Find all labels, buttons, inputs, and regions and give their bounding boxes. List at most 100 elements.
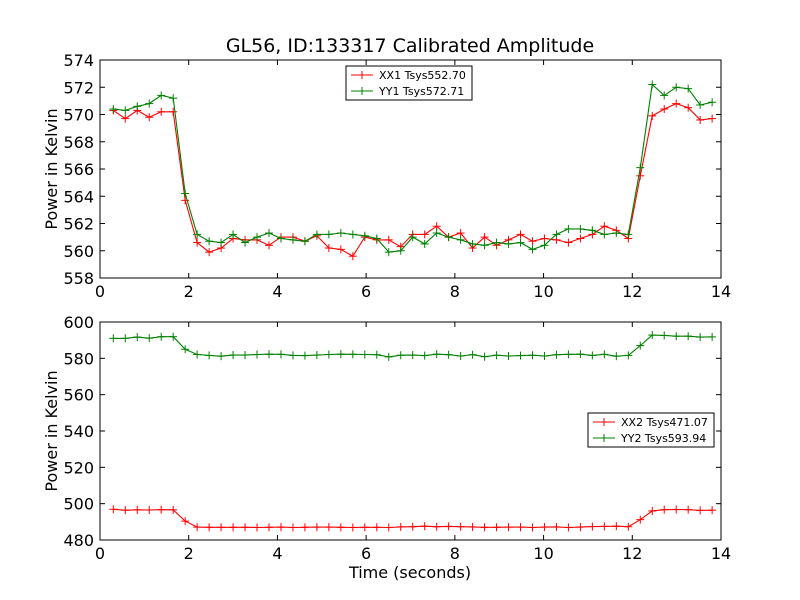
top-chart: GL56, ID:133317 Calibrated Amplitude Pow… — [42, 35, 731, 301]
x-tick-label: 14 — [711, 544, 731, 563]
data-point-marker — [456, 522, 465, 531]
bottom-series-lines — [109, 331, 717, 532]
data-point-marker — [265, 241, 274, 250]
y-tick-label: 562 — [63, 215, 94, 234]
data-point-marker — [408, 522, 417, 531]
data-point-marker — [432, 222, 441, 231]
y-tick-label: 480 — [63, 531, 94, 550]
data-point-marker — [420, 522, 429, 531]
data-point-marker — [552, 350, 561, 359]
data-point-marker — [492, 351, 501, 360]
data-point-marker — [408, 351, 417, 360]
data-point-marker — [420, 239, 429, 248]
y-tick-label: 540 — [63, 422, 94, 441]
legend-label: YY1 Tsys572.71 — [378, 85, 464, 98]
data-point-marker — [384, 248, 393, 257]
data-point-marker — [121, 106, 130, 115]
data-point-marker — [588, 226, 597, 235]
data-point-marker — [157, 332, 166, 341]
data-point-marker — [636, 171, 645, 180]
x-tick-label: 4 — [272, 282, 282, 301]
data-point-marker — [684, 84, 693, 93]
legend-box — [345, 65, 473, 101]
x-tick-label: 0 — [95, 544, 105, 563]
data-point-marker — [672, 332, 681, 341]
data-point-marker — [564, 523, 573, 532]
legend-item: YY2 Tsys593.94 — [593, 432, 706, 445]
data-point-marker — [336, 350, 345, 359]
data-point-marker — [660, 331, 669, 340]
data-point-marker — [696, 506, 705, 515]
data-point-marker — [528, 237, 537, 246]
data-point-marker — [444, 522, 453, 531]
data-point-marker — [384, 352, 393, 361]
data-point-marker — [456, 351, 465, 360]
data-point-marker — [516, 351, 525, 360]
data-point-marker — [660, 91, 669, 100]
data-point-marker — [384, 523, 393, 532]
y-tick-label: 574 — [63, 51, 94, 70]
legend-box — [587, 412, 715, 448]
data-point-marker — [157, 91, 166, 100]
data-point-marker — [708, 506, 717, 515]
data-point-marker — [684, 505, 693, 514]
data-point-marker — [169, 94, 178, 103]
data-point-marker — [169, 332, 178, 341]
top-axis-ticks: 0 2 4 6 8 10 12 14 558 560 562 564 566 568 570 572 574 — [63, 51, 731, 301]
data-point-marker — [181, 189, 190, 198]
data-point-marker — [468, 239, 477, 248]
data-point-marker — [193, 523, 202, 532]
data-point-marker — [540, 234, 549, 243]
data-point-marker — [205, 248, 214, 257]
data-point-marker — [288, 235, 297, 244]
data-point-marker — [324, 350, 333, 359]
data-point-marker — [336, 245, 345, 254]
data-point-marker — [648, 80, 657, 89]
x-tick-label: 4 — [272, 544, 282, 563]
data-point-marker — [145, 113, 154, 122]
data-point-marker — [552, 522, 561, 531]
y-tick-label: 558 — [63, 269, 94, 288]
top-legend: XX1 Tsys552.70 YY1 Tsys572.71 — [345, 65, 473, 101]
data-point-marker — [193, 238, 202, 247]
data-point-marker — [217, 523, 226, 532]
data-point-marker — [265, 229, 274, 238]
data-point-marker — [384, 235, 393, 244]
top-series-lines — [109, 80, 717, 261]
data-point-marker — [672, 505, 681, 514]
x-tick-label: 0 — [95, 282, 105, 301]
x-tick-label: 10 — [533, 544, 553, 563]
y-tick-label: 580 — [63, 349, 94, 368]
data-point-marker — [624, 522, 633, 531]
data-point-marker — [336, 523, 345, 532]
y-tick-label: 568 — [63, 133, 94, 152]
data-point-marker — [648, 111, 657, 120]
legend-label: XX2 Tsys471.07 — [621, 416, 708, 429]
data-point-marker — [588, 522, 597, 531]
data-point-marker — [157, 505, 166, 514]
data-point-marker — [133, 333, 142, 342]
data-point-marker — [516, 230, 525, 239]
x-axis-label: Time (seconds) — [348, 563, 471, 582]
data-point-marker — [492, 238, 501, 247]
data-point-marker — [241, 523, 250, 532]
data-point-marker — [205, 237, 214, 246]
data-point-marker — [276, 350, 285, 359]
data-point-marker — [432, 350, 441, 359]
data-point-marker — [253, 350, 262, 359]
data-point-marker — [396, 246, 405, 255]
data-point-marker — [229, 523, 238, 532]
data-point-marker — [564, 224, 573, 233]
data-point-marker — [624, 351, 633, 360]
data-point-marker — [456, 235, 465, 244]
x-tick-label: 6 — [361, 282, 371, 301]
data-point-marker — [696, 115, 705, 124]
data-point-marker — [576, 224, 585, 233]
data-point-marker — [552, 230, 561, 239]
data-point-marker — [324, 230, 333, 239]
data-point-marker — [600, 350, 609, 359]
data-point-marker — [576, 234, 585, 243]
data-point-marker — [253, 523, 262, 532]
data-point-marker — [145, 99, 154, 108]
data-point-marker — [241, 238, 250, 247]
